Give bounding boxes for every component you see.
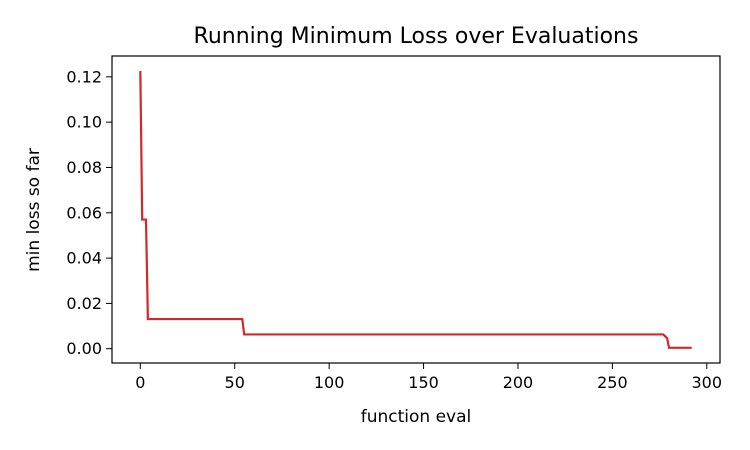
x-tick-label: 150	[408, 373, 439, 392]
y-tick-label: 0.06	[66, 203, 102, 222]
x-axis-label: function eval	[361, 407, 472, 427]
y-tick-label: 0.00	[66, 339, 102, 358]
x-tick-label: 200	[503, 373, 534, 392]
x-tick-label: 0	[135, 373, 145, 392]
series-line-0	[139, 70, 692, 349]
x-tick-label: 300	[692, 373, 723, 392]
x-tick-label: 50	[225, 373, 245, 392]
plot-frame	[111, 55, 721, 364]
y-tick-label: 0.08	[66, 158, 102, 177]
x-axis: 0 50 100 150 200 250 300	[135, 363, 722, 392]
plot-area	[139, 70, 692, 349]
y-axis-label: min loss so far	[24, 148, 44, 272]
y-axis: 0.00 0.02 0.04 0.06 0.08 0.10 0.12	[66, 67, 112, 358]
y-tick-label: 0.02	[66, 294, 102, 313]
y-tick-label: 0.12	[66, 67, 102, 86]
y-tick-label: 0.04	[66, 249, 102, 268]
y-tick-label: 0.10	[66, 113, 102, 132]
chart-title: Running Minimum Loss over Evaluations	[194, 24, 639, 49]
x-tick-label: 250	[597, 373, 628, 392]
x-tick-label: 100	[314, 373, 345, 392]
